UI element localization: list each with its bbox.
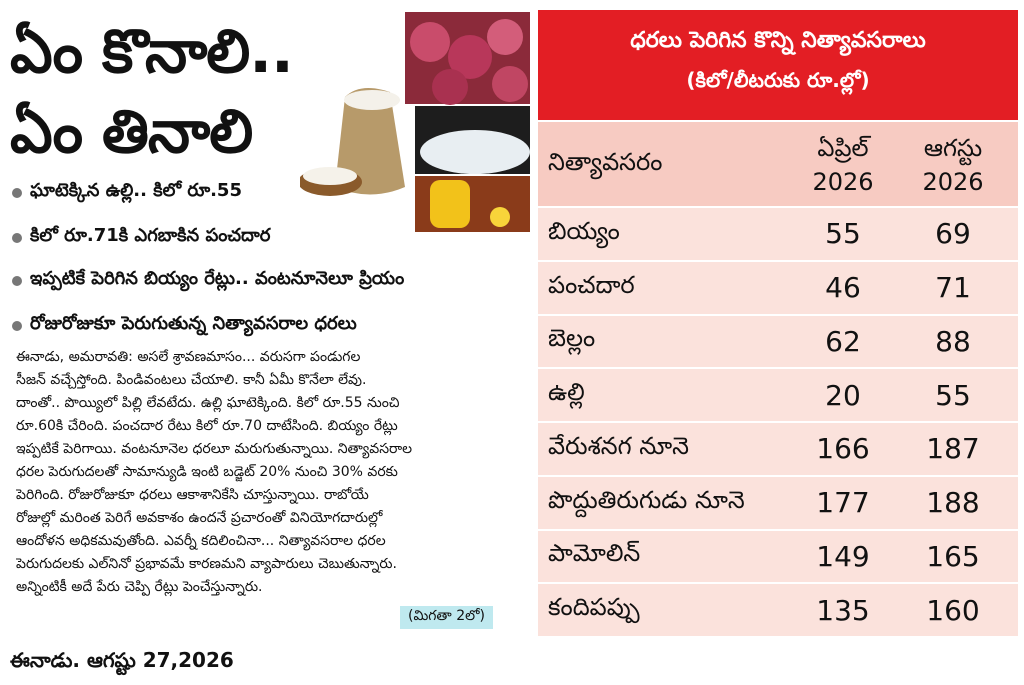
price-cell: 177 bbox=[816, 486, 870, 520]
body-line: రూ.60కి చేరింది. పంచదార రేటు కిలో రూ.70 … bbox=[16, 418, 398, 434]
price-table: ధరలు పెరిగిన కొన్ని నిత్యావసరాలు (కిలో/ల… bbox=[538, 10, 1018, 636]
body-line: అన్నింటికీ అదే పేరు చెప్పి రేట్లు పెంచేస… bbox=[16, 579, 263, 595]
bullet: ఇప్పటికే పెరిగిన బియ్యం రేట్లు.. వంటనూనె… bbox=[12, 268, 404, 293]
price-cell: 188 bbox=[926, 486, 980, 520]
header-cell: ఆగస్టు 2026 bbox=[898, 131, 1008, 199]
item-cell: వేరుశనగ నూనె bbox=[548, 431, 689, 460]
bullet: కిలో రూ.71కి ఎగబాకిన పంచదార bbox=[12, 225, 270, 250]
body-line: దాంతో.. పొయ్యిలో పిల్లి లేవటేదు. ఉల్లి ఘ… bbox=[16, 395, 400, 411]
item-cell: కందిపప్పు bbox=[548, 593, 640, 622]
oil-drop bbox=[490, 207, 510, 227]
headline-line: ఏం తినాలి bbox=[10, 97, 253, 167]
body-line: ఆందోళన అధికమవుతోంది. ఎవర్నీ కదిలించినా..… bbox=[16, 533, 386, 549]
item-cell: పామోలిన్ bbox=[548, 539, 641, 568]
table-subtitle: (కిలో/లీటరుకు రూ.ల్లో) bbox=[686, 68, 870, 92]
price-cell: 135 bbox=[816, 593, 870, 627]
bullet: రోజురోజుకూ పెరుగుతున్న నిత్యావసరాల ధరలు bbox=[12, 313, 357, 338]
table-row: కందిపప్పు 135 160 bbox=[538, 582, 1018, 636]
onion bbox=[487, 19, 523, 55]
price-cell: 165 bbox=[926, 539, 980, 573]
price-cell: 20 bbox=[825, 378, 861, 412]
table-row: ఉల్లి 20 55 bbox=[538, 367, 1018, 421]
header-line: ఆగస్టు bbox=[923, 134, 983, 162]
price-cell: 149 bbox=[816, 539, 870, 573]
table-header: ధరలు పెరిగిన కొన్ని నిత్యావసరాలు (కిలో/ల… bbox=[538, 10, 1018, 120]
table-row: బియ్యం 55 69 bbox=[538, 206, 1018, 260]
price-cell: 160 bbox=[926, 593, 980, 627]
header-line: 2026 bbox=[812, 168, 874, 196]
item-cell: పంచదార bbox=[548, 270, 635, 299]
onion bbox=[410, 22, 450, 62]
header-line: ఏప్రిల్ bbox=[817, 134, 869, 162]
body-line: రోజుల్లో మరింత పెరిగే అవకాశం ఉందనే ప్రచా… bbox=[16, 510, 383, 526]
body-line: ఇప్పటికే పెరిగాయి. వంటనూనెల ధరలూ మరుగుతు… bbox=[16, 441, 413, 457]
rice bbox=[303, 167, 357, 185]
table-title: ధరలు పెరిగిన కొన్ని నిత్యావసరాలు bbox=[630, 28, 926, 53]
item-cell: బెల్లం bbox=[548, 324, 596, 353]
price-cell: 69 bbox=[935, 217, 971, 251]
article-body: ఈనాడు, అమరావతి: అసలే శ్రావణమాసం... వరుసగ… bbox=[16, 346, 526, 599]
price-cell: 166 bbox=[816, 432, 870, 466]
table-header-row: నిత్యావసరం ఏప్రిల్ 2026 ఆగస్టు 2026 bbox=[538, 120, 1018, 208]
item-cell: పొద్దుతిరుగుడు నూనె bbox=[548, 485, 745, 514]
table-row: పంచదార 46 71 bbox=[538, 259, 1018, 314]
illustration bbox=[300, 12, 530, 232]
headline-line: ఏం కొనాలి.. bbox=[10, 17, 294, 87]
bullet: ఘాటెక్కిన ఉల్లి.. కిలో రూ.55 bbox=[12, 180, 242, 205]
bullet-dot bbox=[12, 232, 22, 243]
rice-sack bbox=[335, 88, 405, 195]
price-cell: 55 bbox=[825, 217, 861, 251]
rice bbox=[344, 90, 400, 110]
body-line: పెరిగింది. రోజురోజుకూ ధరలు ఆకాశానికేసి చ… bbox=[16, 487, 369, 503]
item-cell: ఉల్లి bbox=[548, 378, 585, 407]
headline: ఏం కొనాలి.. ఏం తినాలి bbox=[10, 12, 294, 172]
table-row: పొద్దుతిరుగుడు నూనె 177 188 bbox=[538, 474, 1018, 529]
oil-bottle bbox=[430, 180, 470, 228]
onion bbox=[492, 66, 528, 102]
bullet-dot bbox=[12, 187, 22, 198]
bullet-dot bbox=[12, 320, 22, 331]
price-cell: 62 bbox=[825, 324, 861, 358]
bullet-text: కిలో రూ.71కి ఎగబాకిన పంచదార bbox=[30, 225, 271, 246]
body-line: సీజన్ వచ్చేస్తోంది. పిండివంటలు చేయాలి. క… bbox=[16, 372, 367, 388]
header-cell: నిత్యావసరం bbox=[548, 148, 663, 176]
price-cell: 46 bbox=[825, 271, 861, 305]
item-cell: బియ్యం bbox=[548, 216, 620, 245]
onion bbox=[448, 35, 492, 79]
body-line: ధరల పెరుగుదలతో సామాన్యుడి ఇంటి బడ్జెట్ 2… bbox=[16, 464, 398, 480]
table-row: పామోలిన్ 149 165 bbox=[538, 528, 1018, 583]
body-line: పెరుగుదలకు ఎల్‌నినో ప్రభావమే కారణమని వ్య… bbox=[16, 556, 397, 572]
body-line: ఈనాడు, అమరావతి: అసలే శ్రావణమాసం... వరుసగ… bbox=[16, 349, 361, 365]
price-cell: 71 bbox=[935, 271, 971, 305]
price-cell: 55 bbox=[935, 378, 971, 412]
bullet-dot bbox=[12, 275, 22, 286]
onion bbox=[432, 69, 468, 105]
price-cell: 187 bbox=[926, 432, 980, 466]
header-line: 2026 bbox=[922, 168, 984, 196]
price-cell: 88 bbox=[935, 324, 971, 358]
bullet-text: ఘాటెక్కిన ఉల్లి.. కిలో రూ.55 bbox=[30, 180, 242, 201]
table-row: బెల్లం 62 88 bbox=[538, 313, 1018, 368]
sugar bbox=[420, 130, 530, 174]
header-cell: ఏప్రిల్ 2026 bbox=[788, 131, 898, 199]
bullet-text: ఇప్పటికే పెరిగిన బియ్యం రేట్లు.. వంటనూనె… bbox=[30, 268, 405, 289]
continued-note: (మిగతా 2లో) bbox=[400, 606, 493, 629]
footer: ఈనాడు. ఆగష్టు 27,2026 bbox=[10, 648, 234, 672]
bullet-text: రోజురోజుకూ పెరుగుతున్న నిత్యావసరాల ధరలు bbox=[30, 313, 357, 334]
table-row: వేరుశనగ నూనె 166 187 bbox=[538, 421, 1018, 475]
